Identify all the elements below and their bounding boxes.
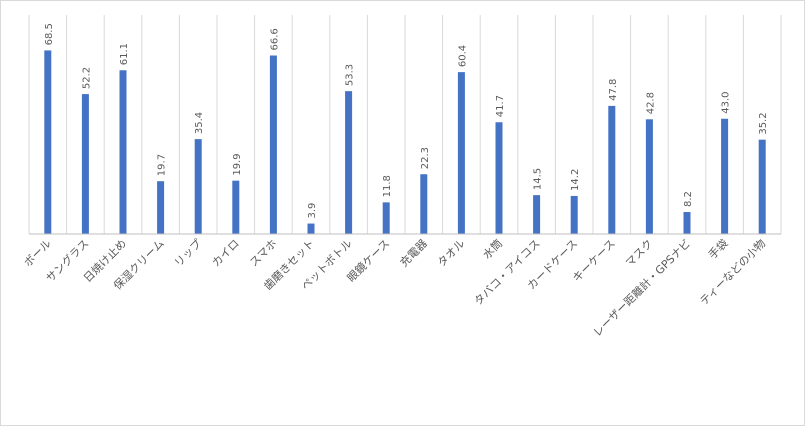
- gridlines: [28, 15, 782, 234]
- bar: [157, 181, 165, 234]
- bar: [495, 122, 503, 234]
- data-label: 22.3: [420, 147, 431, 169]
- data-label: 52.2: [81, 67, 92, 89]
- data-label: 3.9: [307, 203, 318, 219]
- data-label: 11.8: [382, 175, 393, 197]
- bar: [232, 180, 240, 234]
- category-label: 手袋: [705, 236, 730, 261]
- bar: [81, 94, 89, 234]
- data-labels: 68.5 52.2 61.1 19.7 35.4 19.9 66.6 3.9 53.3 11.8 2…: [44, 23, 769, 218]
- data-label: 19.7: [157, 154, 168, 176]
- bar: [420, 174, 428, 234]
- data-label: 47.8: [608, 79, 619, 101]
- data-label: 14.2: [570, 169, 581, 191]
- data-label: 42.8: [645, 92, 656, 114]
- data-label: 35.4: [194, 112, 205, 134]
- bar: [345, 91, 353, 234]
- bar: [194, 139, 202, 234]
- category-label: ボール: [21, 237, 54, 270]
- category-label: 水筒: [480, 236, 505, 261]
- bar: [721, 118, 729, 234]
- category-label: ティーなどの小物: [697, 236, 769, 308]
- data-label: 53.3: [345, 64, 356, 86]
- data-label: 19.9: [232, 153, 243, 175]
- bar: [533, 195, 541, 234]
- bar: [570, 195, 578, 234]
- bar: [269, 55, 277, 235]
- category-label: マスク: [623, 237, 656, 270]
- category-label: リップ: [172, 237, 205, 270]
- bars: [44, 50, 766, 235]
- data-label: 68.5: [44, 23, 55, 45]
- bar: [44, 50, 52, 234]
- bar: [307, 223, 315, 234]
- bar: [645, 119, 653, 234]
- category-label: タオル: [435, 237, 468, 270]
- category-label: タバコ・アイコス: [472, 237, 543, 308]
- data-label: 60.4: [457, 45, 468, 67]
- bar: [683, 212, 691, 234]
- category-label: カイロ: [209, 237, 242, 270]
- bar: [382, 202, 390, 234]
- data-label: 35.2: [758, 112, 769, 134]
- data-label: 8.2: [683, 191, 694, 207]
- bar: [608, 105, 616, 234]
- bar: [457, 72, 465, 235]
- bar: [119, 70, 127, 234]
- category-label: 充電器: [397, 236, 430, 269]
- bar: [758, 139, 766, 234]
- data-label: 43.0: [721, 91, 732, 113]
- data-label: 41.7: [495, 95, 506, 117]
- data-label: 14.5: [533, 168, 544, 190]
- category-label: スマホ: [247, 237, 279, 269]
- data-label: 61.1: [119, 43, 130, 65]
- data-label: 66.6: [269, 28, 280, 50]
